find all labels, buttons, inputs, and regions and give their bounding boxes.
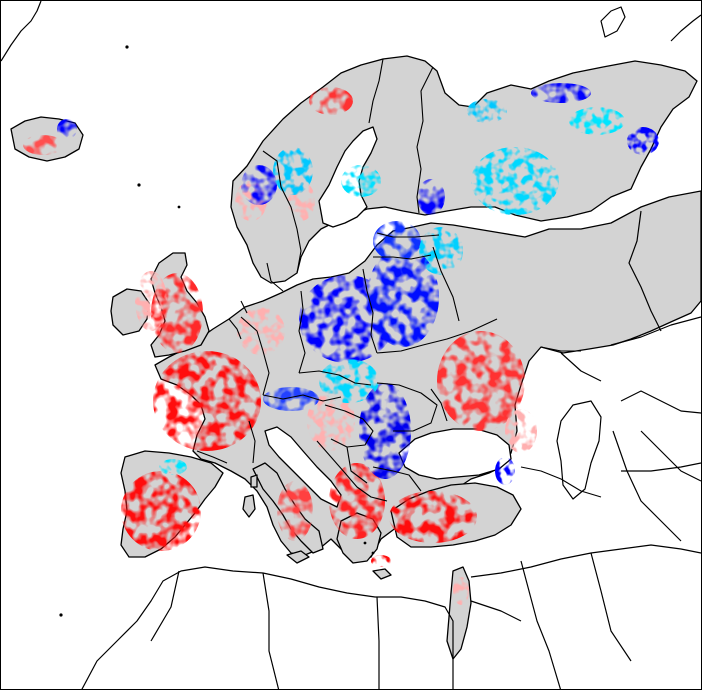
novaya-zemlya-outline bbox=[670, 14, 701, 42]
anomaly-finland bbox=[417, 179, 445, 215]
border-balkans bbox=[316, 440, 388, 502]
africa-borders bbox=[150, 570, 380, 689]
anomaly-russia-north bbox=[471, 147, 559, 215]
border-bulgaria bbox=[372, 466, 422, 492]
border-caucasus bbox=[520, 466, 602, 498]
anomaly-alps bbox=[263, 387, 319, 411]
border-moldova bbox=[430, 388, 448, 422]
border-ukraine-north bbox=[376, 318, 498, 354]
north-africa-outline bbox=[81, 566, 454, 689]
anomaly-belarus bbox=[367, 247, 439, 347]
border-romania bbox=[376, 382, 438, 432]
sardinia bbox=[242, 494, 256, 518]
anomaly-kola bbox=[531, 83, 591, 103]
anomaly-baltic-states bbox=[373, 221, 421, 261]
anomaly-danube bbox=[359, 383, 411, 479]
caspian-outline bbox=[556, 400, 602, 500]
border-denmark bbox=[266, 262, 284, 292]
black-sea bbox=[398, 428, 512, 480]
anomaly-overlay bbox=[23, 83, 659, 605]
anomaly-turkey bbox=[389, 491, 477, 543]
anomaly-norway-north bbox=[309, 87, 353, 115]
border-france-germany bbox=[240, 316, 270, 396]
anomaly-norway-coast bbox=[241, 165, 277, 205]
anomaly-italy bbox=[277, 481, 313, 541]
border-alps bbox=[262, 394, 342, 402]
anomaly-iceland-east bbox=[57, 119, 77, 139]
sicily bbox=[286, 550, 310, 564]
border-baltics bbox=[373, 232, 440, 260]
anomaly-france bbox=[153, 351, 261, 451]
border-france-spain bbox=[196, 450, 228, 464]
corsica bbox=[250, 474, 258, 488]
ural-outline bbox=[628, 210, 662, 332]
border-czech bbox=[298, 370, 372, 386]
svalbard-outline bbox=[600, 6, 626, 38]
anomaly-ukraine-east bbox=[437, 331, 525, 431]
border-poland-germany bbox=[298, 290, 306, 374]
border-finland-russia bbox=[416, 66, 434, 214]
central-asia-outline bbox=[560, 316, 701, 472]
border-norway-sweden bbox=[262, 150, 302, 274]
middle-east-borders bbox=[470, 430, 701, 689]
small-islands bbox=[59, 45, 375, 617]
border-belarus-russia bbox=[432, 246, 460, 322]
border-russia-kazakh bbox=[540, 346, 581, 352]
greenland-outline bbox=[1, 1, 42, 62]
anomaly-iberia bbox=[121, 471, 201, 551]
cyprus bbox=[372, 568, 392, 580]
anomaly-balkans bbox=[329, 463, 385, 539]
border-poland-belarus bbox=[362, 268, 378, 354]
border-benelux bbox=[228, 300, 248, 340]
border-france-italy bbox=[248, 420, 256, 464]
country-borders bbox=[196, 58, 602, 502]
border-sweden-finland bbox=[368, 58, 384, 124]
anomaly-iceland bbox=[23, 135, 63, 155]
middle-east-outline bbox=[470, 544, 701, 578]
